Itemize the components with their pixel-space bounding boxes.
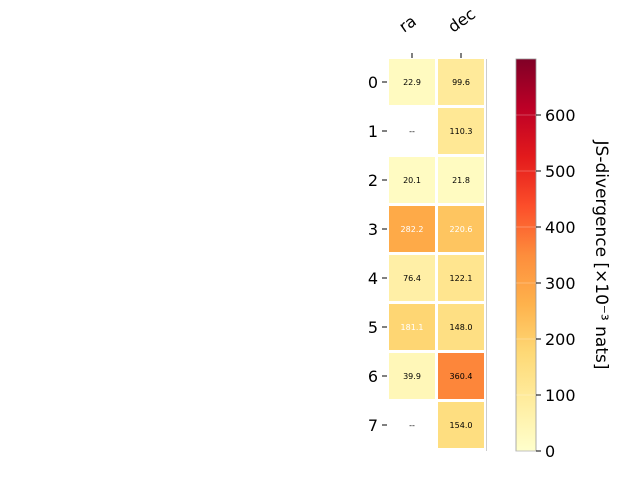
row-label: 4 — [368, 269, 378, 288]
column-label: ra — [395, 11, 419, 36]
cell-value-label: 20.1 — [403, 176, 421, 185]
cell-value-label: 76.4 — [403, 274, 421, 283]
colorbar-gradient — [515, 58, 537, 452]
heatmap-cell — [438, 206, 484, 252]
colorbar-tick-label: 300 — [545, 274, 576, 293]
column-label: dec — [444, 4, 478, 36]
colorbar-tick-label: 500 — [545, 162, 576, 181]
cell-value-label: 282.2 — [401, 225, 424, 234]
row-label: 0 — [368, 73, 378, 92]
row-label: 2 — [368, 171, 378, 190]
heatmap-cells: 22.9 99.6 -- 110.3 20.1 21.8 282.2 220.6 76.4 122… — [389, 59, 487, 451]
colorbar-label: JS-divergence [×10⁻³ nats] — [591, 140, 611, 370]
cell-value-label: 39.9 — [403, 372, 421, 381]
cell-value-label: 154.0 — [450, 421, 473, 430]
cell-value-label: 360.4 — [450, 372, 473, 381]
row-label: 7 — [368, 416, 378, 435]
cell-value-label: 110.3 — [450, 127, 473, 136]
colorbar-tick-label: 200 — [545, 330, 576, 349]
heatmap-cell — [389, 59, 435, 105]
cell-value-label: -- — [409, 421, 415, 430]
heatmap-cell — [438, 304, 484, 350]
cell-value-label: 99.6 — [452, 78, 470, 87]
colorbar-tick-label: 100 — [545, 386, 576, 405]
cell-value-label: 21.8 — [452, 176, 470, 185]
heatmap-cell — [389, 353, 435, 399]
column-labels: ra dec — [395, 4, 479, 58]
heatmap-cell — [389, 157, 435, 203]
row-label: 1 — [368, 122, 378, 141]
heatmap-cell — [438, 108, 484, 154]
heatmap-cell — [438, 59, 484, 105]
cell-value-label: 181.1 — [401, 323, 424, 332]
heatmap-cell — [438, 157, 484, 203]
heatmap-cell — [389, 304, 435, 350]
heatmap-cell — [438, 353, 484, 399]
heatmap-cell — [438, 255, 484, 301]
row-labels: 0 1 2 3 4 5 6 7 — [368, 73, 387, 435]
cell-value-label: -- — [409, 127, 415, 136]
colorbar-tick-label: 600 — [545, 106, 576, 125]
colorbar: 0 100 200 300 400 500 600 — [515, 58, 576, 461]
heatmap-cell — [389, 255, 435, 301]
cell-value-label: 122.1 — [450, 274, 473, 283]
heatmap-cell — [438, 402, 484, 448]
row-label: 6 — [368, 367, 378, 386]
cell-value-label: 148.0 — [450, 323, 473, 332]
colorbar-tick-label: 400 — [545, 218, 576, 237]
heatmap-cell — [389, 206, 435, 252]
row-label: 3 — [368, 220, 378, 239]
cell-value-label: 22.9 — [403, 78, 421, 87]
colorbar-tick-label: 0 — [545, 442, 555, 461]
cell-value-label: 220.6 — [450, 225, 473, 234]
row-label: 5 — [368, 318, 378, 337]
